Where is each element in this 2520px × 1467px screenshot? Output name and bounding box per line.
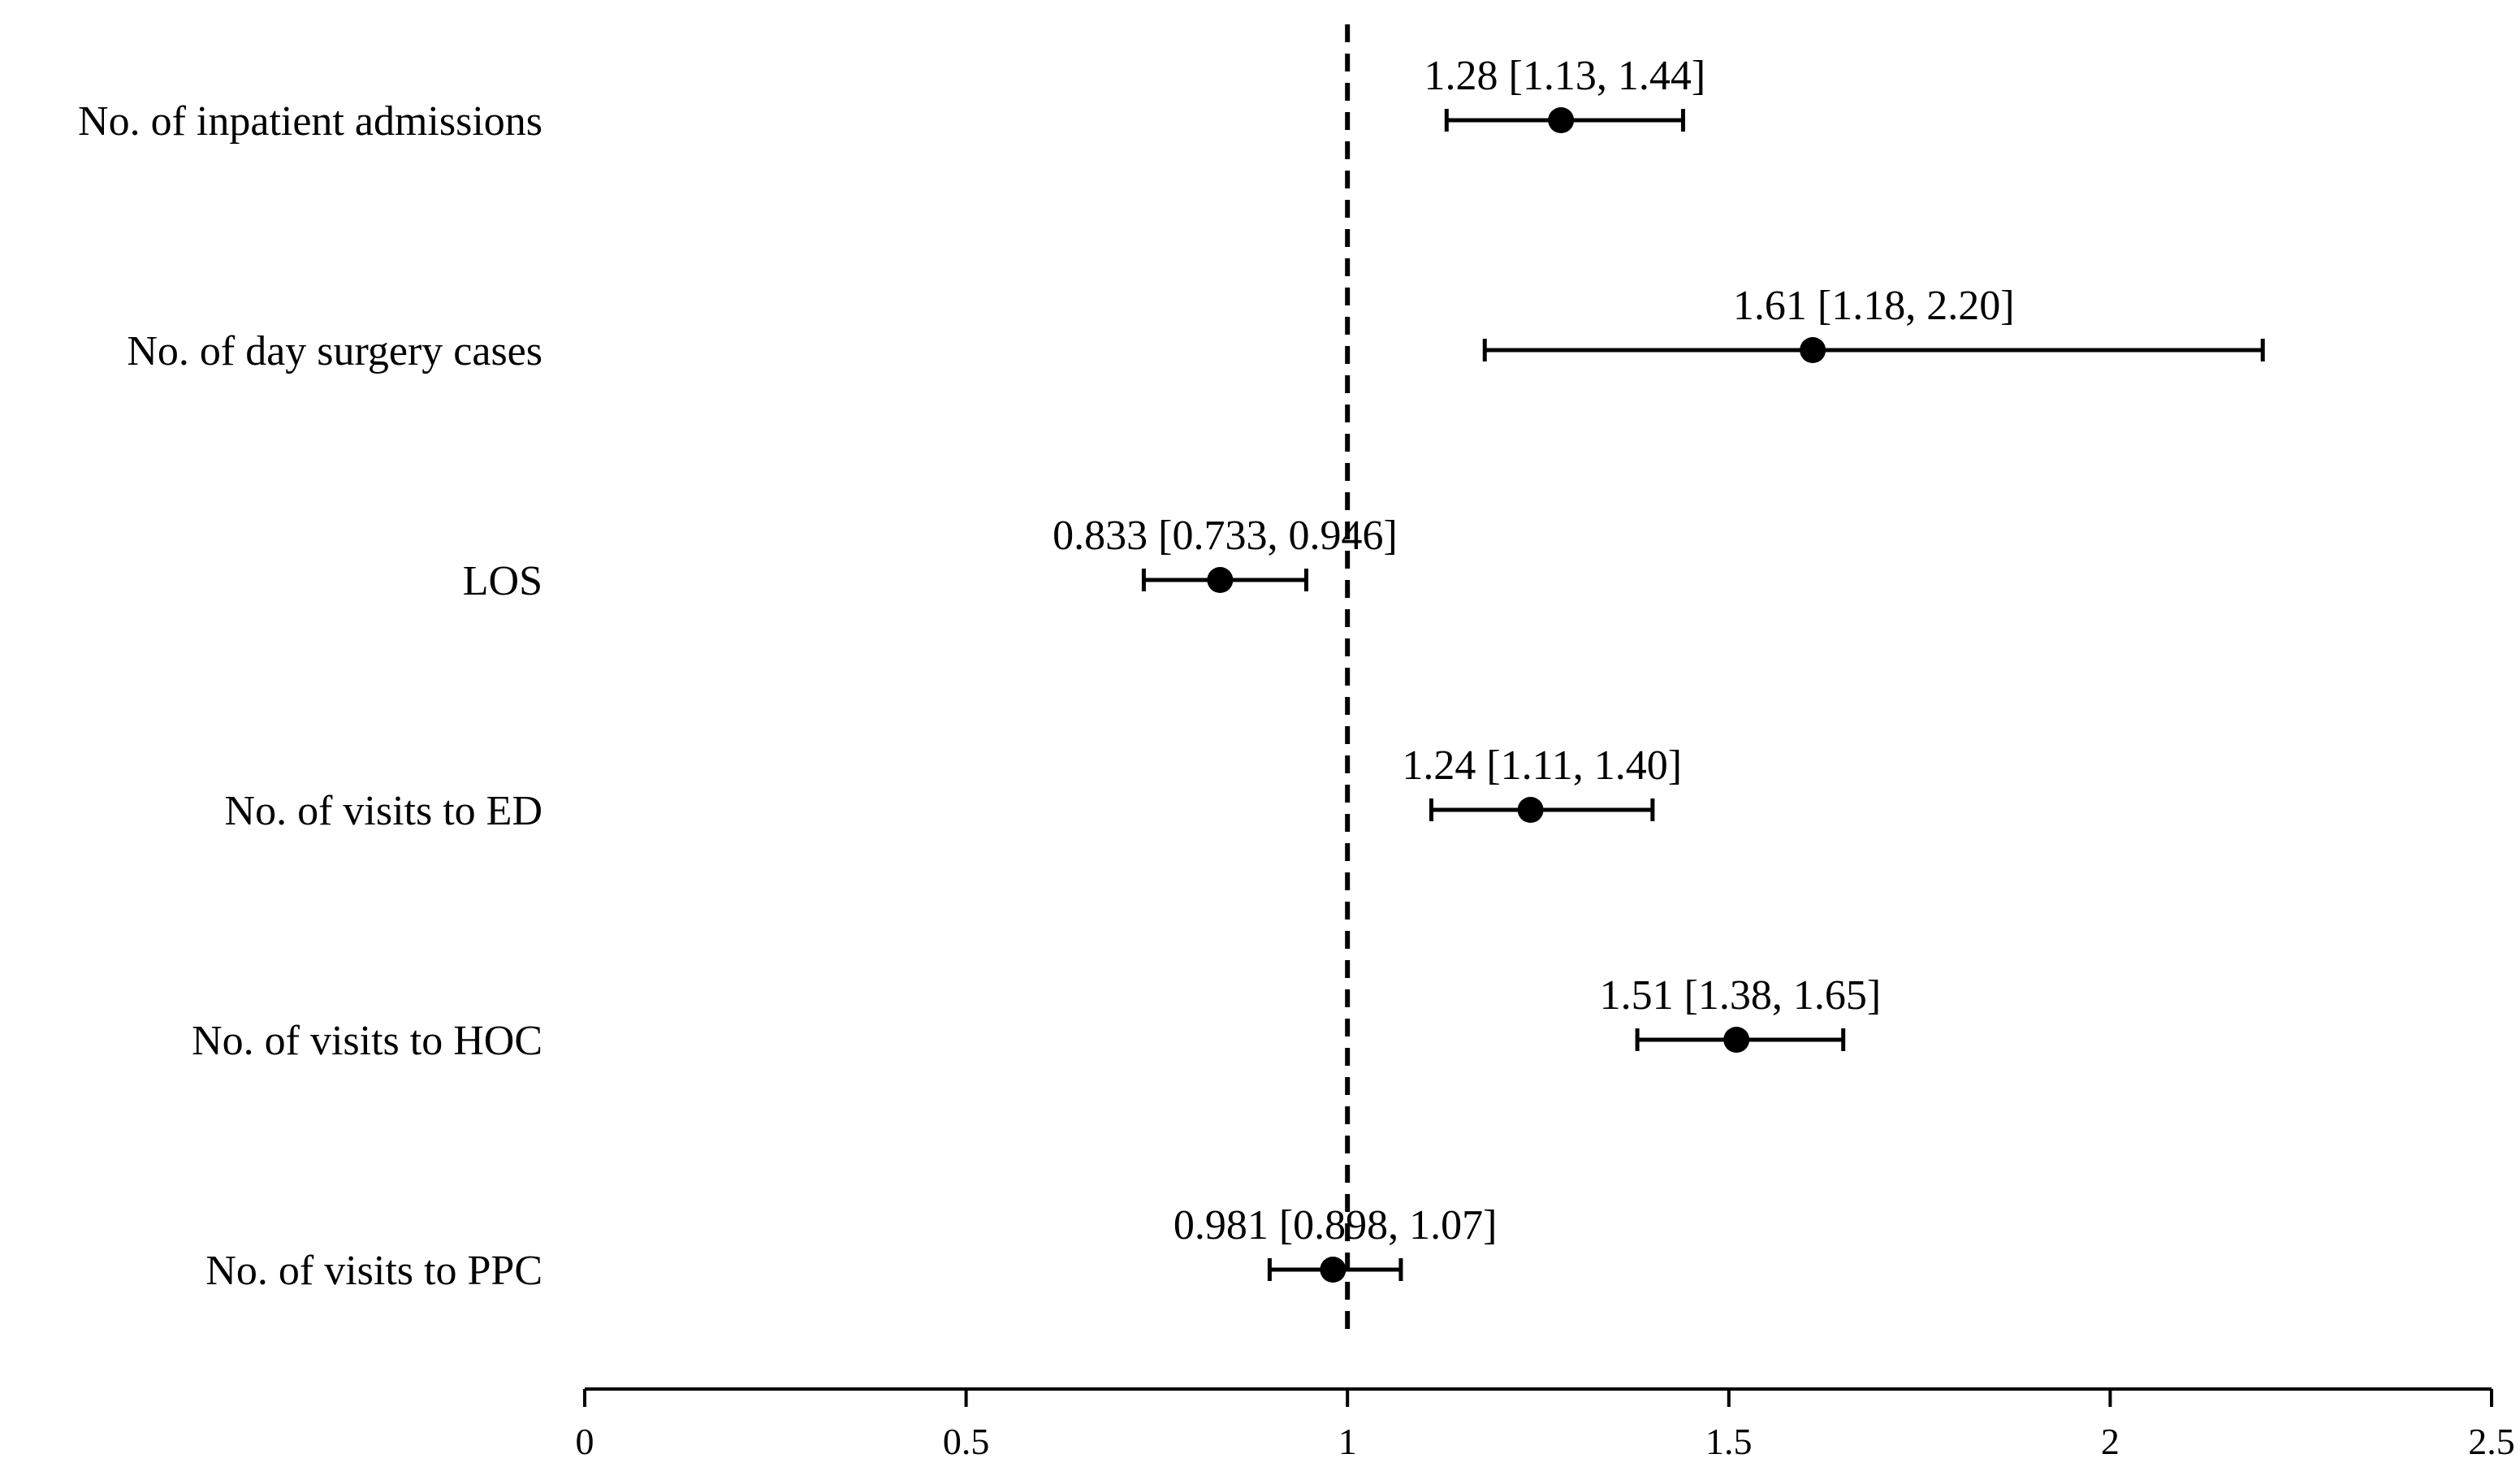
point-estimate-marker	[1320, 1257, 1346, 1283]
point-estimate-marker	[1548, 107, 1575, 133]
forest-row: No. of inpatient admissions 1.28 [1.13, 1…	[78, 53, 1705, 145]
forest-row: No. of visits to ED 1.24 [1.11, 1.40]	[225, 742, 1683, 834]
point-estimate-marker	[1723, 1027, 1750, 1053]
point-estimate-marker	[1207, 567, 1234, 593]
x-tick-label: 2.5	[2468, 1421, 2515, 1462]
row-label: LOS	[463, 558, 542, 604]
row-label: No. of day surgery cases	[127, 328, 542, 374]
estimate-annotation: 0.981 [0.898, 1.07]	[1174, 1202, 1498, 1248]
x-tick-label: 1.5	[1705, 1421, 1753, 1462]
row-label: No. of visits to PPC	[205, 1248, 542, 1294]
estimate-annotation: 1.24 [1.11, 1.40]	[1402, 742, 1682, 789]
row-label: No. of visits to ED	[225, 788, 542, 834]
x-tick-label: 2	[2101, 1421, 2120, 1462]
forest-row: LOS 0.833 [0.733, 0.946]	[463, 513, 1398, 604]
forest-row: No. of visits to HOC 1.51 [1.38, 1.65]	[192, 972, 1881, 1064]
x-axis: 0 0.5 1 1.5 2 2.5	[576, 1387, 2515, 1462]
estimate-annotation: 0.833 [0.733, 0.946]	[1053, 513, 1398, 559]
estimate-annotation: 1.28 [1.13, 1.44]	[1424, 53, 1706, 99]
rows-layer: No. of inpatient admissions 1.28 [1.13, 1…	[78, 24, 2265, 1340]
forest-row: No. of visits to PPC 0.981 [0.898, 1.07]	[205, 1202, 1497, 1294]
forest-row: No. of day surgery cases 1.61 [1.18, 2.20…	[127, 283, 2265, 374]
estimate-annotation: 1.51 [1.38, 1.65]	[1600, 972, 1882, 1019]
estimate-annotation: 1.61 [1.18, 2.20]	[1733, 283, 2015, 329]
x-tick-label: 0	[576, 1421, 594, 1462]
x-tick-label: 1	[1338, 1421, 1357, 1462]
point-estimate-marker	[1800, 337, 1826, 363]
row-label: No. of inpatient admissions	[78, 98, 542, 145]
row-label: No. of visits to HOC	[192, 1018, 542, 1064]
x-tick-label: 0.5	[943, 1421, 990, 1462]
point-estimate-marker	[1517, 797, 1544, 823]
